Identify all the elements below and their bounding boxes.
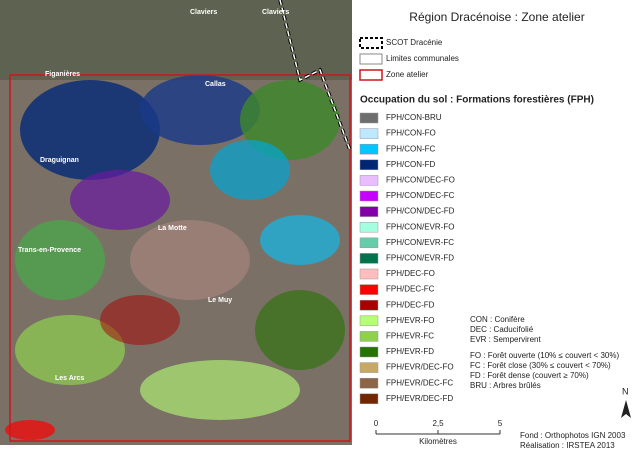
scale-label: 5 — [498, 419, 503, 428]
scale-label: 2,5 — [432, 419, 444, 428]
scot-symbol — [359, 37, 383, 49]
class-swatch — [359, 377, 379, 389]
class-label: FPH/CON-FD — [386, 160, 436, 169]
legend-label: SCOT Dracénie — [386, 38, 443, 47]
class-swatch — [359, 175, 379, 186]
class-label: FPH/CON-BRU — [386, 113, 442, 122]
place-label: Claviers — [262, 9, 289, 16]
class-swatch — [359, 190, 379, 202]
section-title: Occupation du sol : Formations forestièr… — [360, 95, 594, 106]
abbreviation: DEC : Caducifolié — [470, 325, 534, 334]
class-swatch — [359, 284, 379, 295]
scale-bar — [375, 430, 501, 435]
class-swatch — [359, 128, 379, 139]
abbreviation: EVR : Sempervirent — [470, 335, 541, 344]
class-swatch — [359, 159, 379, 171]
density: BRU : Arbres brûlés — [470, 381, 541, 390]
place-label: Le Muy — [208, 297, 232, 304]
class-swatch — [359, 299, 379, 311]
class-swatch — [359, 393, 379, 405]
credit: Fond : Orthophotos IGN 2003 — [520, 431, 626, 440]
class-swatch — [359, 331, 379, 342]
place-label: Figanières — [45, 71, 80, 78]
class-label: FPH/EVR/DEC-FD — [386, 394, 453, 403]
map-image — [0, 0, 352, 445]
density: FD : Forêt dense (couvert ≥ 70%) — [470, 371, 589, 380]
class-label: FPH/CON/EVR-FO — [386, 222, 454, 231]
zone-symbol — [359, 69, 383, 81]
class-swatch — [359, 362, 379, 373]
class-swatch — [359, 112, 379, 124]
class-label: FPH/DEC-FC — [386, 285, 435, 294]
class-swatch — [359, 143, 379, 155]
class-label: FPH/DEC-FO — [386, 269, 435, 278]
north-label: N — [622, 386, 629, 396]
place-label: Trans-en-Provence — [18, 247, 81, 254]
class-label: FPH/EVR/DEC-FC — [386, 378, 453, 387]
density: FC : Forêt close (30% ≤ couvert < 70%) — [470, 361, 611, 370]
class-label: FPH/EVR/DEC-FO — [386, 363, 454, 372]
place-label: Callas — [205, 81, 226, 88]
north-arrow — [621, 400, 631, 418]
class-swatch — [359, 346, 379, 358]
density: FO : Forêt ouverte (10% ≤ couvert < 30%) — [470, 351, 619, 360]
class-label: FPH/EVR-FO — [386, 316, 434, 325]
class-label: FPH/DEC-FD — [386, 300, 435, 309]
class-label: FPH/CON-FC — [386, 144, 436, 153]
class-label: FPH/CON/EVR-FC — [386, 238, 454, 247]
place-label: La Motte — [158, 225, 187, 232]
scale-label: 0 — [374, 419, 379, 428]
class-label: FPH/EVR-FD — [386, 347, 434, 356]
credit: Réalisation : IRSTEA 2013 — [520, 441, 615, 450]
legend-label: Zone atelier — [386, 70, 429, 79]
class-swatch — [359, 237, 379, 249]
class-swatch — [359, 253, 379, 264]
class-swatch — [359, 315, 379, 327]
class-swatch — [359, 221, 379, 233]
class-legend: FPH/CON-BRU FPH/CON-FO FPH/CON-FC FPH/CON-F… — [359, 112, 455, 405]
class-label: FPH/CON/DEC-FO — [386, 176, 455, 185]
title: Région Dracénoise : Zone atelier — [409, 10, 584, 24]
place-label: Les Arcs — [55, 375, 84, 382]
class-label: FPH/CON/DEC-FC — [386, 191, 455, 200]
commune-symbol — [359, 53, 383, 65]
place-label: Claviers — [190, 9, 217, 16]
class-label: FPH/CON/EVR-FD — [386, 254, 454, 263]
legend-label: Limites communales — [386, 54, 459, 63]
class-label: FPH/EVR-FC — [386, 332, 434, 341]
abbreviation: CON : Conifère — [470, 315, 525, 324]
class-label: FPH/CON-FO — [386, 129, 436, 138]
scale-unit: Kilomètres — [419, 437, 457, 446]
class-swatch — [359, 206, 379, 217]
class-label: FPH/CON/DEC-FD — [386, 207, 455, 216]
place-label: Draguignan — [40, 157, 79, 164]
class-swatch — [359, 268, 379, 280]
